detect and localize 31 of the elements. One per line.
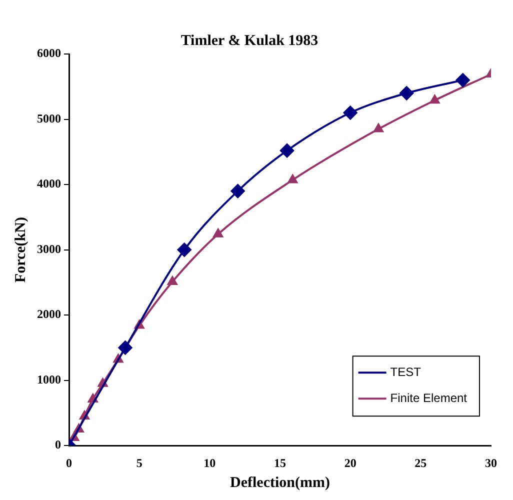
point — [343, 106, 358, 120]
legend-label: Finite Element — [390, 390, 468, 405]
x-axis-title: Deflection(mm) — [230, 474, 330, 491]
y-tick-label: 2000 — [37, 307, 61, 322]
point — [213, 228, 224, 238]
x-tick-label: 0 — [66, 456, 72, 470]
y-tick-label: 4000 — [37, 176, 61, 191]
x-tick-label: 5 — [136, 456, 142, 470]
y-tick-label: 3000 — [37, 242, 61, 256]
point — [456, 73, 470, 88]
x-tick-label: 25 — [414, 456, 427, 470]
point — [118, 340, 132, 355]
x-tick-label: 15 — [274, 456, 286, 470]
chart-title: Timler & Kulak 1983 — [180, 32, 318, 49]
x-tick-label: 20 — [344, 456, 356, 470]
point — [288, 174, 298, 184]
point — [177, 242, 192, 257]
y-tick-label: 1000 — [37, 372, 61, 386]
point — [167, 276, 178, 286]
point — [374, 124, 384, 132]
point — [230, 184, 245, 198]
point — [400, 86, 414, 100]
y-tick-label: 6000 — [37, 46, 61, 60]
legend-label: TEST — [390, 364, 422, 379]
x-tick-label: 10 — [204, 456, 216, 470]
point — [430, 94, 440, 104]
x-tick-label: 30 — [485, 456, 497, 470]
y-tick-label: 5000 — [37, 111, 61, 126]
y-axis-title: Force(kN) — [12, 217, 29, 283]
y-tick-label: 0 — [55, 438, 61, 452]
point — [280, 144, 294, 158]
